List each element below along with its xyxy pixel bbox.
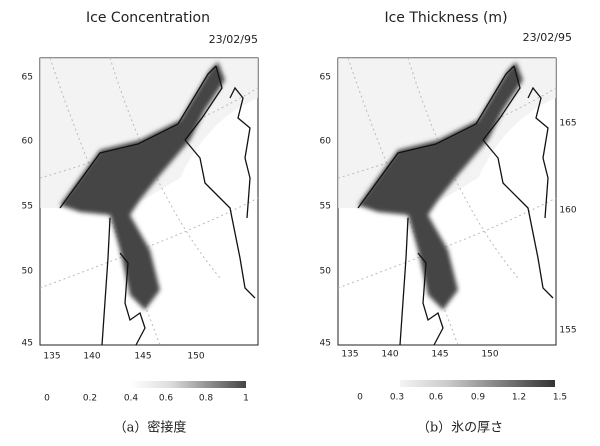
colorbar-label: 0.6 — [429, 393, 444, 403]
lon-label: 165 — [559, 119, 576, 129]
lon-label: 150 — [187, 352, 204, 362]
lat-label: 50 — [22, 267, 34, 277]
panel-title: Ice Concentration — [86, 10, 210, 26]
colorbar — [130, 381, 246, 388]
colorbar-label: 1.5 — [553, 393, 567, 403]
caption: （a）密接度 — [114, 420, 187, 436]
colorbar-label: 0.2 — [83, 394, 97, 404]
lon-label: 145 — [431, 350, 448, 360]
lon-label: 135 — [43, 352, 60, 362]
lat-label: 60 — [22, 137, 34, 147]
lat-label: 60 — [320, 137, 332, 147]
lat-label: 45 — [22, 339, 33, 349]
lat-label: 55 — [22, 202, 33, 212]
map-panel-b — [338, 58, 556, 345]
lat-label: 65 — [320, 73, 331, 83]
colorbar-label: 0 — [44, 394, 50, 404]
colorbar-label: 1 — [243, 394, 249, 404]
lon-label: 145 — [134, 352, 151, 362]
date-label: 23/02/95 — [523, 31, 572, 44]
date-label: 23/02/95 — [209, 33, 258, 46]
lat-label: 45 — [320, 339, 331, 349]
lon-label: 140 — [83, 352, 100, 362]
colorbar-label: 0.8 — [199, 394, 214, 404]
caption: （b）氷の厚さ — [417, 421, 503, 436]
map-panel-a — [40, 58, 258, 345]
lon-label: 135 — [341, 350, 358, 360]
lon-label: 150 — [481, 350, 498, 360]
panel-title: Ice Thickness (m) — [384, 10, 507, 26]
lat-label: 55 — [320, 202, 331, 212]
lat-label: 65 — [22, 73, 33, 83]
colorbar-label: 0.4 — [124, 394, 139, 404]
colorbar-label: 0.3 — [390, 393, 404, 403]
colorbar-label: 0 — [357, 393, 363, 403]
lon-label: 140 — [381, 350, 398, 360]
colorbar — [400, 380, 555, 387]
lon-label: 160 — [559, 206, 576, 216]
colorbar-label: 0.9 — [471, 393, 486, 403]
lat-label: 50 — [320, 267, 332, 277]
colorbar-label: 1.2 — [512, 393, 526, 403]
colorbar-label: 0.6 — [159, 394, 174, 404]
lon-label: 155 — [559, 326, 576, 336]
